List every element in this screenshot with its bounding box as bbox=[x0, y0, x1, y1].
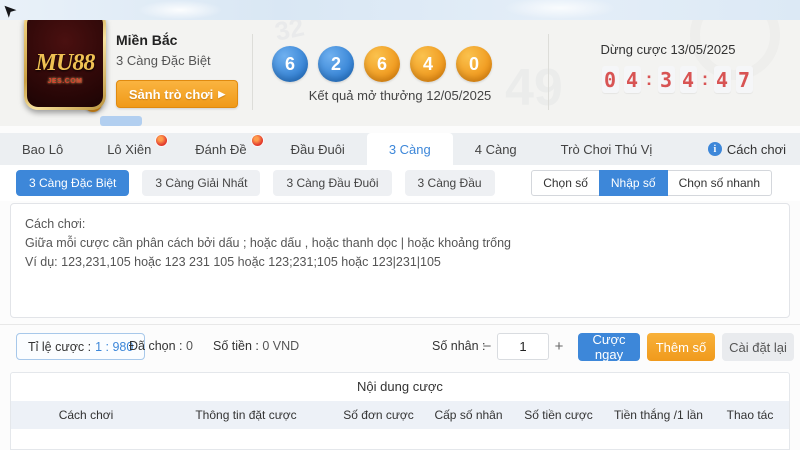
banner-decoration bbox=[100, 116, 142, 126]
chosen-count: Đã chọn : 0 bbox=[129, 339, 193, 353]
tab-danh-de[interactable]: Đánh Đề bbox=[173, 133, 268, 165]
region-title: Miền Bắc bbox=[116, 32, 178, 48]
chosen-value: 0 bbox=[186, 339, 193, 353]
play-arrow-icon: ▶ bbox=[218, 89, 226, 99]
countdown-label: Dừng cược 13/05/2025 bbox=[600, 42, 736, 57]
tab-label: Lô Xiên bbox=[107, 141, 152, 157]
bet-rate-box: Tỉ lệ cược : 1 : 980 bbox=[16, 333, 146, 360]
tab-label: Đánh Đề bbox=[195, 141, 247, 157]
subtab-3-cang-dau[interactable]: 3 Càng Đầu bbox=[404, 170, 495, 196]
column-header: Tiền thắng /1 lần bbox=[614, 408, 703, 422]
game-lobby-button[interactable]: Sảnh trò chơi ▶ bbox=[116, 80, 238, 108]
column-header: Cấp số nhân bbox=[434, 408, 503, 422]
rate-label: Tỉ lệ cược : bbox=[28, 339, 92, 354]
hot-icon bbox=[251, 135, 263, 146]
amount-value: 0 VND bbox=[262, 339, 300, 353]
header-divider-right bbox=[548, 34, 549, 110]
bet-type-subtabs: 3 Càng Đặc Biệt 3 Càng Giải Nhất 3 Càng … bbox=[16, 170, 495, 196]
countdown-timer: 0 4 : 3 4 : 4 7 bbox=[592, 66, 762, 93]
entry-hint-line: Giữa mỗi cược cần phân cách bởi dấu ; ho… bbox=[25, 236, 511, 250]
header-divider-left bbox=[252, 34, 253, 110]
section-divider bbox=[0, 324, 800, 325]
lobby-button-label: Sảnh trò chơi bbox=[128, 86, 214, 102]
banner-top-strip bbox=[0, 0, 800, 20]
how-to-play-label: Cách chơi bbox=[726, 141, 786, 157]
logo-brand-text: MU88 bbox=[35, 49, 96, 76]
countdown-digit: 4 bbox=[623, 66, 641, 93]
countdown-digit: 4 bbox=[713, 66, 731, 93]
mode-chon-so[interactable]: Chọn số bbox=[531, 170, 600, 196]
countdown-colon: : bbox=[702, 69, 708, 89]
mode-chon-so-nhanh[interactable]: Chọn số nhanh bbox=[666, 170, 772, 196]
countdown-digit: 0 bbox=[601, 66, 619, 93]
logo-domain-text: JES.COM bbox=[47, 77, 83, 85]
multiplier-decrease-button[interactable]: − bbox=[477, 333, 497, 360]
watermark-ball bbox=[690, 20, 780, 80]
countdown-digit: 3 bbox=[657, 66, 675, 93]
watermark-number: 49 bbox=[505, 59, 563, 117]
reset-button[interactable]: Cài đặt lại bbox=[722, 333, 794, 361]
hot-icon bbox=[156, 135, 168, 146]
multiplier-stepper: − 1 + bbox=[477, 333, 569, 360]
game-title: 3 Càng Đặc Biệt bbox=[116, 53, 211, 68]
table-header-row: Cách chơi Thông tin đặt cược Số đơn cược… bbox=[11, 401, 789, 429]
bet-now-button[interactable]: Cược ngay bbox=[578, 332, 640, 362]
tab-3-cang[interactable]: 3 Càng bbox=[366, 133, 453, 165]
logo-panel: MU88 JES.COM bbox=[27, 20, 103, 107]
add-number-button[interactable]: Thêm số bbox=[647, 333, 715, 361]
bet-content-table: Nội dung cược Cách chơi Thông tin đặt cư… bbox=[10, 372, 790, 450]
tab-lo-xien[interactable]: Lô Xiên bbox=[85, 133, 173, 165]
column-header: Thao tác bbox=[726, 408, 774, 422]
info-icon: i bbox=[707, 142, 722, 156]
amount-label: Số tiền : bbox=[213, 339, 259, 353]
number-entry-textarea[interactable]: Cách chơi: Giữa mỗi cược cần phân cách b… bbox=[10, 203, 790, 318]
bet-controls-bar: Tỉ lệ cược : 1 : 980 Đã chọn : 0 Số tiền… bbox=[0, 330, 800, 366]
tab-dau-duoi[interactable]: Đầu Đuôi bbox=[290, 141, 345, 157]
countdown-digit: 7 bbox=[735, 66, 753, 93]
multiplier-label: Số nhân : bbox=[432, 339, 486, 353]
result-ball: 6 bbox=[272, 46, 308, 82]
mu88-logo[interactable]: MU88 JES.COM bbox=[24, 20, 106, 110]
game-header: 49 32 MU88 JES.COM Miền Bắc 3 Càng Đặc B… bbox=[0, 20, 800, 126]
result-ball: 0 bbox=[456, 46, 492, 82]
subtab-3-cang-giai-nhat[interactable]: 3 Càng Giải Nhất bbox=[142, 170, 261, 196]
column-header: Cách chơi bbox=[58, 408, 114, 422]
amount-total: Số tiền : 0 VND bbox=[213, 339, 299, 353]
result-ball: 4 bbox=[410, 46, 446, 82]
result-ball: 6 bbox=[364, 46, 400, 82]
lottery-result-balls: 6 2 6 4 0 bbox=[272, 46, 497, 82]
subtab-3-cang-dac-biet[interactable]: 3 Càng Đặc Biệt bbox=[16, 170, 130, 196]
countdown-colon: : bbox=[646, 69, 652, 89]
rate-value: 1 : 980 bbox=[95, 339, 134, 354]
tab-bao-lo[interactable]: Bao Lô bbox=[22, 141, 64, 157]
how-to-play-link[interactable]: i Cách chơi bbox=[707, 133, 786, 165]
multiplier-increase-button[interactable]: + bbox=[549, 333, 569, 360]
table-title: Nội dung cược bbox=[357, 379, 443, 394]
tab-4-cang[interactable]: 4 Càng bbox=[474, 141, 517, 157]
watermark-number-small: 32 bbox=[272, 20, 307, 47]
number-input-mode-switch: Chọn số Nhập số Chọn số nhanh bbox=[531, 170, 772, 196]
column-header: Số tiền cược bbox=[524, 408, 593, 422]
tab-tro-choi-thu-vi[interactable]: Trò Chơi Thú Vị bbox=[560, 141, 653, 157]
countdown-digit: 4 bbox=[679, 66, 697, 93]
entry-hint-line: Cách chơi: bbox=[25, 217, 86, 231]
mode-nhap-so[interactable]: Nhập số bbox=[598, 170, 668, 196]
entry-hint-line: Ví dụ: 123,231,105 hoặc 123 231 105 hoặc… bbox=[25, 255, 441, 269]
chosen-label: Đã chọn : bbox=[129, 339, 183, 353]
column-header: Số đơn cược bbox=[343, 408, 414, 422]
result-caption: Kết quả mở thưởng 12/05/2025 bbox=[308, 88, 492, 103]
result-ball: 2 bbox=[318, 46, 354, 82]
subtab-3-cang-dau-duoi[interactable]: 3 Càng Đầu Đuôi bbox=[273, 170, 392, 196]
column-header: Thông tin đặt cược bbox=[195, 408, 297, 422]
sub-tab-row: 3 Càng Đặc Biệt 3 Càng Giải Nhất 3 Càng … bbox=[0, 165, 800, 201]
game-category-tabs: Bao Lô Lô Xiên Đánh Đề Đầu Đuôi 3 Càng 4… bbox=[0, 133, 800, 165]
multiplier-input[interactable]: 1 bbox=[497, 333, 549, 360]
